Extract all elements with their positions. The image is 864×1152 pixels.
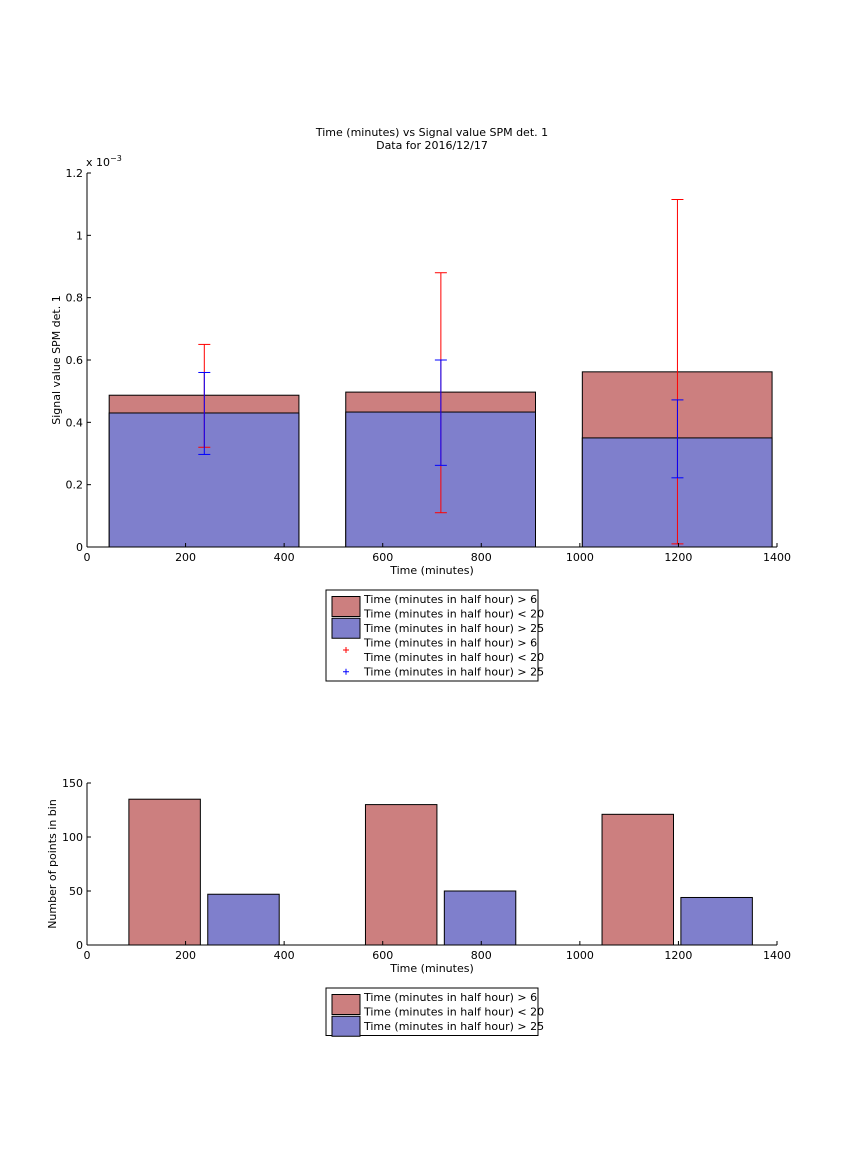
legend-label: Time (minutes in half hour) > 25 <box>363 666 544 679</box>
y-tick-label: 0 <box>76 939 83 952</box>
x-tick-label: 600 <box>372 551 393 564</box>
y-exponent-base: x 10 <box>86 156 110 169</box>
y-tick-label: 0 <box>76 541 83 554</box>
legend-label: Time (minutes in half hour) > 6 <box>363 991 537 1004</box>
x-tick-label: 400 <box>274 551 295 564</box>
legend-label: Time (minutes in half hour) > 25 <box>363 622 544 635</box>
y-tick-label: 100 <box>62 831 83 844</box>
count-chart: Number of points in bin Time (minutes) 0… <box>46 777 791 1037</box>
legend-label: Time (minutes in half hour) > 6 <box>363 637 537 650</box>
chart-title: Time (minutes) vs Signal value SPM det. … <box>315 126 548 139</box>
legend-label: Time (minutes in half hour) > 6 <box>363 593 537 606</box>
x-axis-label: Time (minutes) <box>389 962 474 975</box>
chart-subtitle: Data for 2016/12/17 <box>376 139 488 152</box>
bar-blue <box>207 893 280 946</box>
bar-blue <box>680 896 753 946</box>
x-tick-label: 1400 <box>763 949 791 962</box>
legend-box <box>325 987 539 1036</box>
bars-layer <box>128 798 753 946</box>
bar-blue <box>443 890 517 946</box>
y-tick-label: 0.8 <box>66 292 84 305</box>
bar-red <box>601 813 674 946</box>
y-tick-label: 0.4 <box>66 416 84 429</box>
axes-layer: 0 200 400 600 800 1000 1200 1400 0 0.2 0.4 0.6 0.8 1 1… <box>66 167 792 564</box>
axes-layer: 0 200 400 600 800 1000 1200 1400 0 50 100 150 <box>62 777 791 962</box>
y-tick-label: 0.6 <box>66 354 84 367</box>
error-bars-layer <box>198 198 684 545</box>
signal-chart: Time (minutes) vs Signal value SPM det. … <box>50 126 792 682</box>
x-tick-label: 1000 <box>566 551 594 564</box>
legend: Time (minutes in half hour) > 6 Time (min… <box>325 987 544 1037</box>
error-bar-blue <box>671 399 684 479</box>
legend-label: Time (minutes in half hour) < 20 <box>363 651 544 664</box>
legend-label: Time (minutes in half hour) < 20 <box>363 608 544 621</box>
x-tick-label: 0 <box>84 949 91 962</box>
legend-swatch <box>331 617 361 639</box>
bar-red <box>364 804 438 946</box>
legend-swatch <box>331 1015 361 1037</box>
error-bar-blue <box>198 371 211 455</box>
x-tick-label: 800 <box>471 949 492 962</box>
x-tick-label: 1400 <box>763 551 791 564</box>
bar-red <box>128 798 201 946</box>
legend-swatch <box>331 596 361 617</box>
y-axis-label: Number of points in bin <box>46 799 59 929</box>
x-tick-label: 200 <box>175 551 196 564</box>
x-tick-label: 400 <box>274 949 295 962</box>
y-exponent-label: x 10−3 <box>86 154 122 169</box>
y-tick-label: 1.2 <box>66 167 84 180</box>
error-bar-blue <box>434 359 447 466</box>
x-tick-label: 1000 <box>566 949 594 962</box>
error-bar-red <box>671 198 684 545</box>
legend-label: Time (minutes in half hour) > 25 <box>363 1020 544 1033</box>
x-axis-label: Time (minutes) <box>389 564 474 577</box>
x-tick-label: 800 <box>471 551 492 564</box>
x-tick-label: 0 <box>84 551 91 564</box>
x-tick-label: 1200 <box>664 949 692 962</box>
y-tick-label: 50 <box>69 885 83 898</box>
x-tick-label: 1200 <box>664 551 692 564</box>
legend-swatch <box>331 994 361 1015</box>
y-tick-label: 0.2 <box>66 479 84 492</box>
x-tick-label: 200 <box>175 949 196 962</box>
y-exponent-power: −3 <box>110 154 122 163</box>
y-tick-label: 150 <box>62 777 83 790</box>
y-tick-label: 1 <box>76 229 83 242</box>
legend-label: Time (minutes in half hour) < 20 <box>363 1006 544 1019</box>
legend-box <box>325 589 539 682</box>
x-tick-label: 600 <box>372 949 393 962</box>
y-axis-label: Signal value SPM det. 1 <box>50 295 63 425</box>
